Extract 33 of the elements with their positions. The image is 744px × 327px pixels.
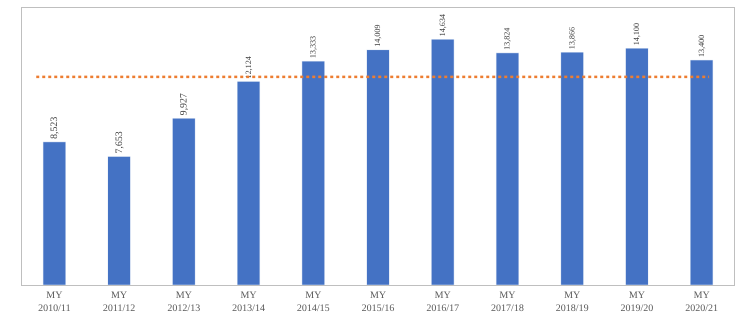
data-label: 8,523 <box>49 116 60 139</box>
bar <box>625 48 648 285</box>
bar <box>236 81 260 285</box>
x-tick-label: MY 2020/21 <box>685 290 718 314</box>
data-label: 14,009 <box>373 24 382 47</box>
bar <box>302 60 325 285</box>
bar <box>172 118 196 285</box>
data-label: 13,333 <box>308 36 318 58</box>
x-tick-label: MY 2016/17 <box>426 290 460 314</box>
data-label: 12,124 <box>244 56 253 78</box>
bar <box>366 50 390 285</box>
x-tick-label: MY 2019/20 <box>620 290 654 314</box>
data-label: 9,927 <box>178 93 190 116</box>
x-tick-label: MY 2010/11 <box>38 290 71 314</box>
bar <box>496 52 520 285</box>
data-label: 13,400 <box>696 34 706 58</box>
bar <box>560 52 584 285</box>
x-tick-label: MY 2015/16 <box>362 290 394 314</box>
x-tick-label: MY 2018/19 <box>556 290 589 314</box>
bar <box>690 60 714 285</box>
data-label: 13,866 <box>567 26 576 50</box>
x-tick-label: MY 2017/18 <box>491 290 524 314</box>
bar <box>42 142 66 285</box>
x-tick-label: MY 2011/12 <box>102 290 136 314</box>
x-tick-label: MY 2014/15 <box>296 290 330 314</box>
data-label: 14,634 <box>438 14 447 36</box>
x-tick-label: MY 2012/13 <box>167 290 200 314</box>
data-label: 14,100 <box>632 23 642 46</box>
bar <box>108 156 131 285</box>
data-label: 13,824 <box>502 28 512 50</box>
x-tick-label: MY 2013/14 <box>232 290 265 314</box>
bar <box>431 39 454 285</box>
data-label: 7,653 <box>114 131 125 154</box>
